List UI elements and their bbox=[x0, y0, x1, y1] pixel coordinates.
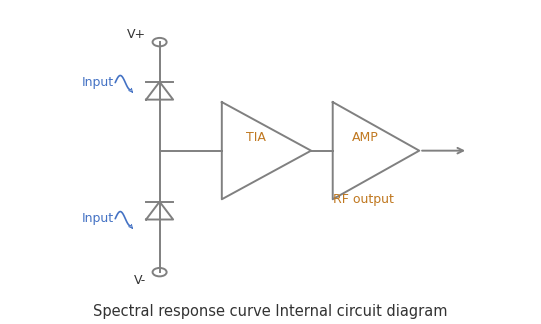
Text: RF output: RF output bbox=[333, 193, 394, 206]
Text: TIA: TIA bbox=[246, 131, 266, 144]
Text: V-: V- bbox=[134, 274, 146, 287]
Text: Spectral response curve Internal circuit diagram: Spectral response curve Internal circuit… bbox=[93, 304, 448, 318]
Text: V+: V+ bbox=[127, 28, 146, 40]
Text: Input: Input bbox=[82, 212, 114, 225]
Text: Input: Input bbox=[82, 76, 114, 89]
Text: AMP: AMP bbox=[352, 131, 379, 144]
